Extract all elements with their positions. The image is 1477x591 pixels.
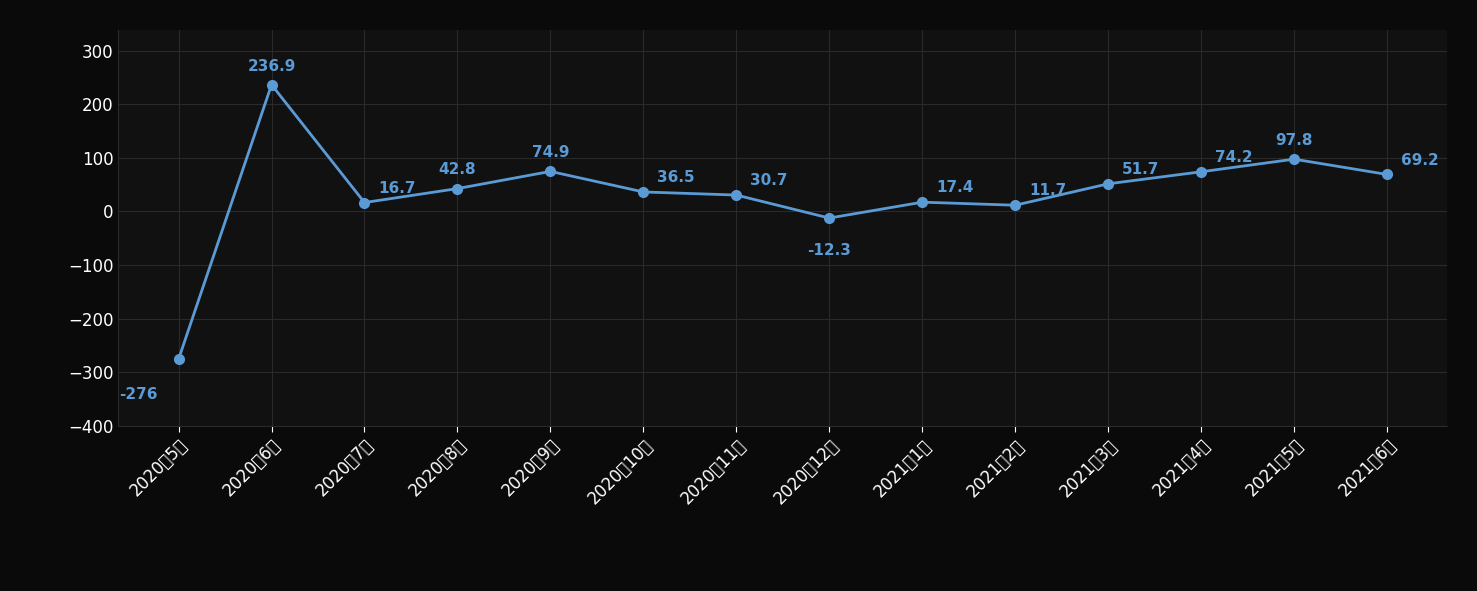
Text: -12.3: -12.3: [808, 243, 851, 258]
Text: 74.2: 74.2: [1216, 150, 1252, 165]
Text: 16.7: 16.7: [378, 181, 417, 196]
Text: 74.9: 74.9: [532, 145, 569, 160]
Text: 42.8: 42.8: [439, 163, 476, 177]
Text: 36.5: 36.5: [657, 170, 694, 185]
Text: 69.2: 69.2: [1400, 152, 1439, 167]
Text: 97.8: 97.8: [1275, 133, 1313, 148]
Text: -276: -276: [120, 387, 158, 402]
Text: 51.7: 51.7: [1123, 162, 1159, 177]
Text: 236.9: 236.9: [247, 59, 295, 74]
Text: 11.7: 11.7: [1029, 183, 1066, 198]
Text: 30.7: 30.7: [750, 173, 787, 188]
Text: 17.4: 17.4: [936, 180, 973, 195]
